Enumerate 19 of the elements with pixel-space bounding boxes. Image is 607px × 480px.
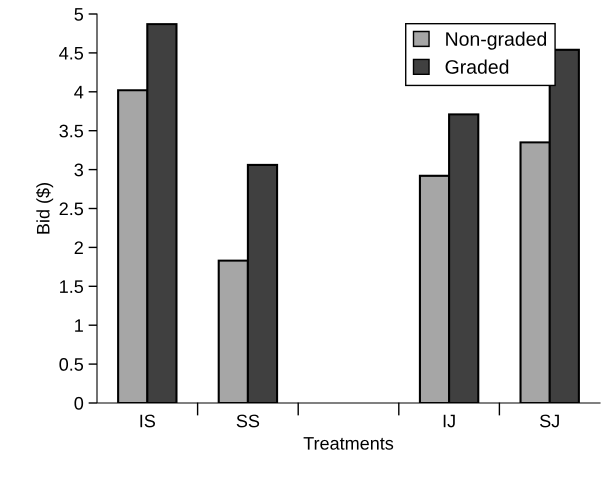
x-axis-title: Treatments — [304, 437, 394, 450]
y-tick-label: 3 — [74, 164, 84, 176]
x-tick-label: SS — [236, 414, 260, 428]
y-tick-label: 0.5 — [59, 358, 84, 371]
y-tick-label: 4.5 — [59, 47, 84, 60]
y-tick-label: 1.5 — [60, 280, 84, 294]
y-tick-label: 1 — [75, 319, 83, 332]
y-tick-label: 4 — [74, 86, 84, 98]
y-axis-title: Bid ($) — [36, 183, 54, 234]
x-tick-label: SJ — [540, 414, 559, 428]
x-tick-label: IJ — [444, 414, 455, 428]
y-tick-label: 5 — [74, 8, 84, 21]
legend-label: Graded — [446, 60, 508, 74]
y-tick-label: 2.5 — [60, 202, 84, 216]
legend-label: Non-graded — [446, 32, 546, 50]
y-tick-label: 0 — [74, 396, 84, 410]
x-tick-label: IS — [140, 414, 155, 428]
y-tick-label: 3.5 — [59, 124, 84, 138]
y-tick-label: 2 — [74, 241, 83, 254]
